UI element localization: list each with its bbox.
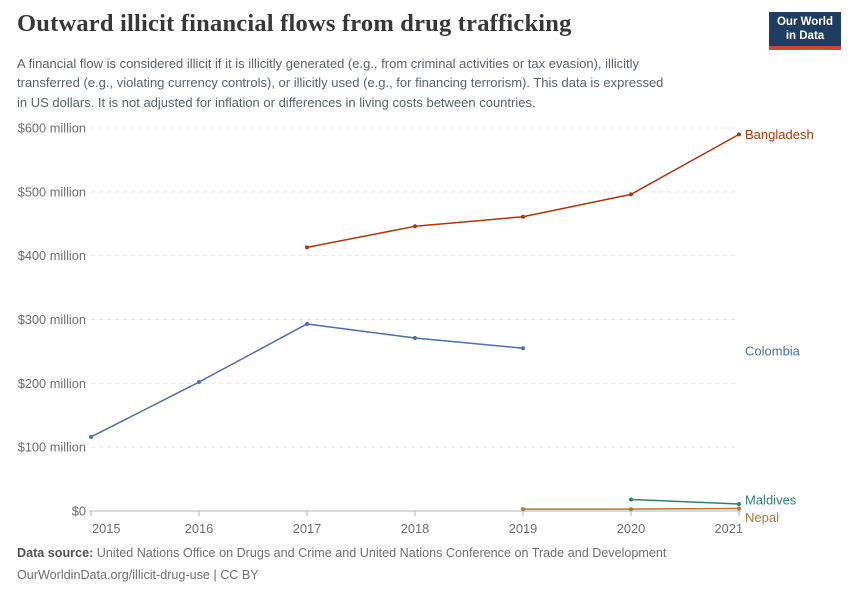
owid-logo[interactable]: Our World in Data (769, 12, 841, 50)
y-axis: $0 $100 million $200 million $300 million $4… (18, 121, 741, 519)
series-line-maldives[interactable] (630, 498, 740, 505)
data-point-colombia[interactable] (521, 346, 525, 351)
data-point-bangladesh[interactable] (305, 245, 309, 250)
data-point-maldives[interactable] (737, 501, 741, 506)
data-point-bangladesh[interactable] (521, 214, 525, 219)
series-nepal[interactable]: Nepal (521, 506, 779, 525)
y-axis-label: $400 million (18, 248, 86, 263)
license-line[interactable]: OurWorldinData.org/illicit-drug-use | CC… (17, 567, 259, 582)
series-line-bangladesh[interactable] (306, 133, 740, 249)
data-point-colombia[interactable] (197, 380, 201, 385)
data-point-colombia[interactable] (89, 434, 93, 439)
series-label-colombia[interactable]: Colombia (745, 344, 801, 359)
data-point-nepal[interactable] (737, 506, 741, 511)
data-point-maldives[interactable] (629, 497, 633, 502)
data-point-colombia[interactable] (305, 321, 309, 326)
x-axis: 2015 2016 2017 2018 2019 2020 2021 (90, 511, 743, 536)
y-axis-label: $300 million (18, 312, 86, 327)
logo-line-2: in Data (785, 29, 825, 42)
series-label-maldives[interactable]: Maldives (745, 492, 797, 507)
x-axis-label: 2021 (715, 521, 743, 536)
series-label-bangladesh[interactable]: Bangladesh (745, 127, 814, 142)
x-axis-label: 2020 (617, 521, 645, 536)
x-axis-label: 2018 (401, 521, 429, 536)
data-source-label: Data source: (17, 546, 94, 560)
y-axis-label: $200 million (18, 376, 86, 391)
data-point-bangladesh[interactable] (629, 192, 633, 197)
data-point-colombia[interactable] (413, 336, 417, 341)
y-axis-label: $600 million (18, 121, 86, 136)
x-axis-label: 2015 (92, 521, 120, 536)
data-source-line: Data source: United Nations Office on Dr… (17, 543, 666, 565)
data-source-text: United Nations Office on Drugs and Crime… (96, 546, 667, 560)
data-point-bangladesh[interactable] (413, 224, 417, 229)
y-axis-label: $100 million (18, 440, 86, 455)
chart-subtitle: A financial flow is considered illicit i… (17, 56, 664, 110)
data-point-nepal[interactable] (629, 507, 633, 512)
series-maldives[interactable]: Maldives (629, 492, 797, 507)
x-axis-label: 2017 (293, 521, 321, 536)
data-point-nepal[interactable] (521, 507, 525, 512)
series-bangladesh[interactable]: Bangladesh (305, 127, 814, 250)
series-line-colombia[interactable] (90, 323, 524, 438)
series-colombia[interactable]: Colombia (89, 321, 801, 439)
x-axis-label: 2016 (185, 521, 213, 536)
y-axis-label: $0 (72, 504, 86, 519)
page-title: Outward illicit financial flows from dru… (17, 10, 572, 37)
chart-footer: Data source: United Nations Office on Dr… (17, 543, 666, 586)
data-point-bangladesh[interactable] (737, 132, 741, 137)
logo-line-1: Our World (776, 16, 833, 28)
x-axis-label: 2019 (509, 521, 537, 536)
series-label-nepal[interactable]: Nepal (745, 510, 779, 525)
y-axis-label: $500 million (18, 184, 86, 199)
